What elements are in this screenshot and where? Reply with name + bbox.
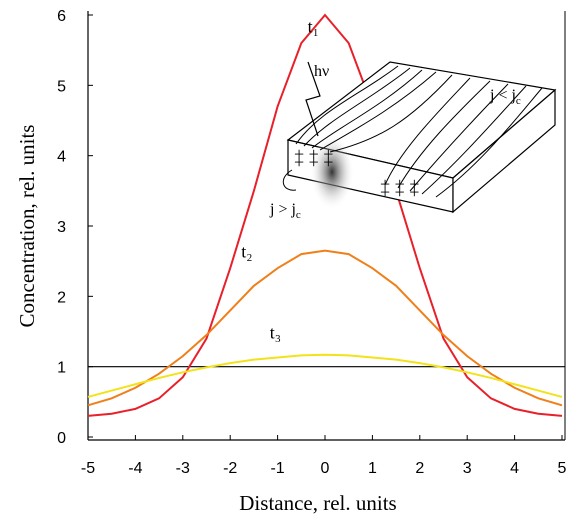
- svg-text:+ + +: + + +: [380, 174, 419, 194]
- label-text: j < j: [489, 87, 516, 104]
- plot-area: 0 1 2 3 4 5 6 -5 -4 -3 -2 -1 0 1 2 3 4 5 t₁ t₂ t₃: [57, 8, 566, 477]
- x-axis-label: Distance, rel. units: [239, 491, 396, 515]
- x-tick-label: 5: [558, 460, 567, 477]
- series-line: [87, 353, 563, 398]
- y-tick-label: 6: [57, 8, 66, 25]
- series-line: [87, 13, 563, 417]
- x-tick-label: -5: [81, 460, 95, 477]
- x-tick-label: -3: [176, 460, 190, 477]
- series-line: [87, 249, 563, 407]
- label-sub: c: [516, 95, 521, 107]
- x-tick-label: 4: [510, 460, 519, 477]
- series-label: t₁: [308, 17, 319, 37]
- charge-marks: + + + + + + + + + + + +: [294, 144, 419, 202]
- y-tick-label: 5: [57, 78, 66, 95]
- series-label: t₃: [270, 323, 281, 343]
- x-tick-label: -2: [223, 460, 237, 477]
- slab-side: [452, 88, 556, 214]
- high-current-label: j > jc: [269, 201, 301, 221]
- label-text: j > j: [269, 201, 296, 218]
- y-tick-label: 3: [57, 219, 66, 236]
- y-axis-label: Concentration, rel. units: [15, 125, 39, 328]
- low-current-label: j < jc: [489, 87, 521, 107]
- x-tick-label: -1: [270, 460, 284, 477]
- y-tick-label: 0: [57, 430, 66, 447]
- x-tick-label: 0: [321, 460, 330, 477]
- svg-text:+ + +: + + +: [294, 144, 333, 164]
- svg-text:+ + +: + + +: [380, 182, 419, 202]
- series-label: t₂: [241, 242, 252, 262]
- y-tick-label: 2: [57, 289, 66, 306]
- y-tick-label: 4: [57, 149, 66, 166]
- x-tick-label: 2: [415, 460, 424, 477]
- inset-diagram: + + + + + + + + + + + + hν j < jc j > jc: [269, 61, 557, 221]
- svg-text:+ + +: + + +: [294, 152, 333, 172]
- current-lines: [295, 65, 543, 198]
- y-tick-label: 1: [57, 360, 66, 377]
- x-tick-label: -4: [128, 460, 142, 477]
- photon-arrow: [305, 61, 321, 137]
- illuminated-spot: [310, 134, 354, 210]
- label-sub: c: [296, 209, 301, 221]
- x-tick-label: 1: [368, 460, 377, 477]
- photon-label: hν: [314, 63, 329, 80]
- pointer: [282, 169, 297, 191]
- x-tick-label: 3: [463, 460, 472, 477]
